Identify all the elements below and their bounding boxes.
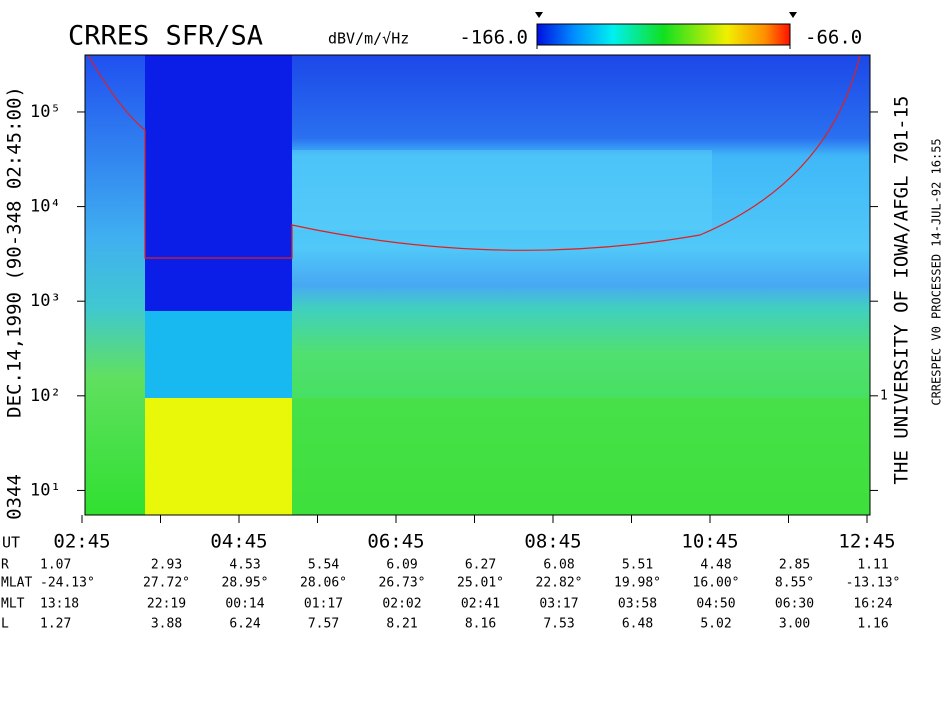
ephemeris-value: 4.48 (700, 558, 731, 573)
spectrogram (85, 54, 870, 515)
ephemeris-value: 6.08 (543, 558, 574, 573)
ephemeris-value: 5.02 (700, 617, 731, 632)
y-tick-label: 10⁴ (30, 197, 61, 217)
ephemeris-value: 6.48 (622, 617, 653, 632)
ephemeris-value: 26.73° (379, 576, 426, 591)
ephemeris-value: 5.51 (622, 558, 653, 573)
ephemeris-value: 4.53 (229, 558, 260, 573)
x-axis-label: UT (2, 534, 20, 552)
ephemeris-value: 13:18 (40, 597, 79, 612)
ephemeris-value: 1.07 (40, 558, 71, 573)
date-label: DEC.14,1990 (90-348 02:45:00) (4, 86, 26, 418)
colorbar-tick-label: -166.0 (459, 27, 528, 49)
x-tick-label: 02:45 (53, 531, 110, 553)
ephemeris-value: 2.93 (151, 558, 182, 573)
ephemeris-value: 19.98° (614, 576, 661, 591)
institution: THE UNIVERSITY OF IOWA/AFGL 701-15 (891, 96, 913, 485)
y-tick-label: 10² (30, 386, 61, 406)
ephemeris-value: 6.24 (229, 617, 260, 632)
x-tick-label: 06:45 (367, 531, 424, 553)
ephemeris-value: 1.16 (857, 617, 888, 632)
x-tick-label: 04:45 (210, 531, 267, 553)
x-tick-label: 08:45 (524, 531, 581, 553)
ephemeris-value: 27.72° (143, 576, 190, 591)
ephemeris-value: 03:17 (539, 597, 578, 612)
ephemeris-value: -24.13° (40, 576, 95, 591)
colorbar (536, 23, 791, 46)
ephemeris-value: 02:41 (461, 597, 500, 612)
ephemeris-value: 25.01° (457, 576, 504, 591)
ephemeris-row-name: R (1, 558, 9, 573)
colorbar-marker (535, 12, 797, 18)
ephemeris-value: 3.00 (779, 617, 810, 632)
ephemeris-row-name: L (1, 617, 9, 632)
ephemeris-value: 01:17 (304, 597, 343, 612)
ephemeris-value: 7.53 (543, 617, 574, 632)
y-tick-label: 10³ (30, 291, 61, 311)
ephemeris-value: 22.82° (536, 576, 583, 591)
chart-title: CRRES SFR/SA (68, 21, 263, 52)
orbit-id: 0344 (4, 474, 26, 520)
ephemeris-value: 7.57 (308, 617, 339, 632)
ephemeris-value: 00:14 (225, 597, 264, 612)
ephemeris-value: 28.95° (222, 576, 269, 591)
ephemeris-value: 16:24 (853, 597, 892, 612)
ephemeris-value: 04:50 (696, 597, 735, 612)
ephemeris-value: 03:58 (618, 597, 657, 612)
colorbar-label: dBV/m/√Hz (328, 30, 409, 48)
ephemeris-value: 8.55° (775, 576, 814, 591)
y-tick-label: 10⁵ (30, 102, 61, 122)
x-tick-label: 10:45 (681, 531, 738, 553)
ephemeris-value: 8.21 (386, 617, 417, 632)
ephemeris-value: 6.27 (465, 558, 496, 573)
ephemeris-value: 22:19 (147, 597, 186, 612)
x-tick-label: 12:45 (838, 531, 895, 553)
ephemeris-value: 28.06° (300, 576, 347, 591)
ephemeris-value: 6.09 (386, 558, 417, 573)
ephemeris-value: -13.13° (846, 576, 901, 591)
ephemeris-value: 1.11 (857, 558, 888, 573)
plot-frame (84, 54, 871, 516)
ephemeris-value: 16.00° (693, 576, 740, 591)
ephemeris-value: 2.85 (779, 558, 810, 573)
ephemeris-value: 3.88 (151, 617, 182, 632)
processing-note: CRRESPEC V0 PROCESSED 14-JUL-92 16:55 (930, 138, 944, 405)
ephemeris-row-name: MLAT (1, 576, 32, 591)
ephemeris-value: 5.54 (308, 558, 339, 573)
right-axis-label: 1 (880, 389, 888, 404)
colorbar-tick-label: -66.0 (805, 27, 862, 49)
ephemeris-value: 06:30 (775, 597, 814, 612)
ephemeris-row-name: MLT (1, 597, 25, 612)
ephemeris-value: 8.16 (465, 617, 496, 632)
ephemeris-value: 1.27 (40, 617, 71, 632)
ephemeris-value: 02:02 (382, 597, 421, 612)
y-tick-label: 10¹ (30, 480, 61, 500)
